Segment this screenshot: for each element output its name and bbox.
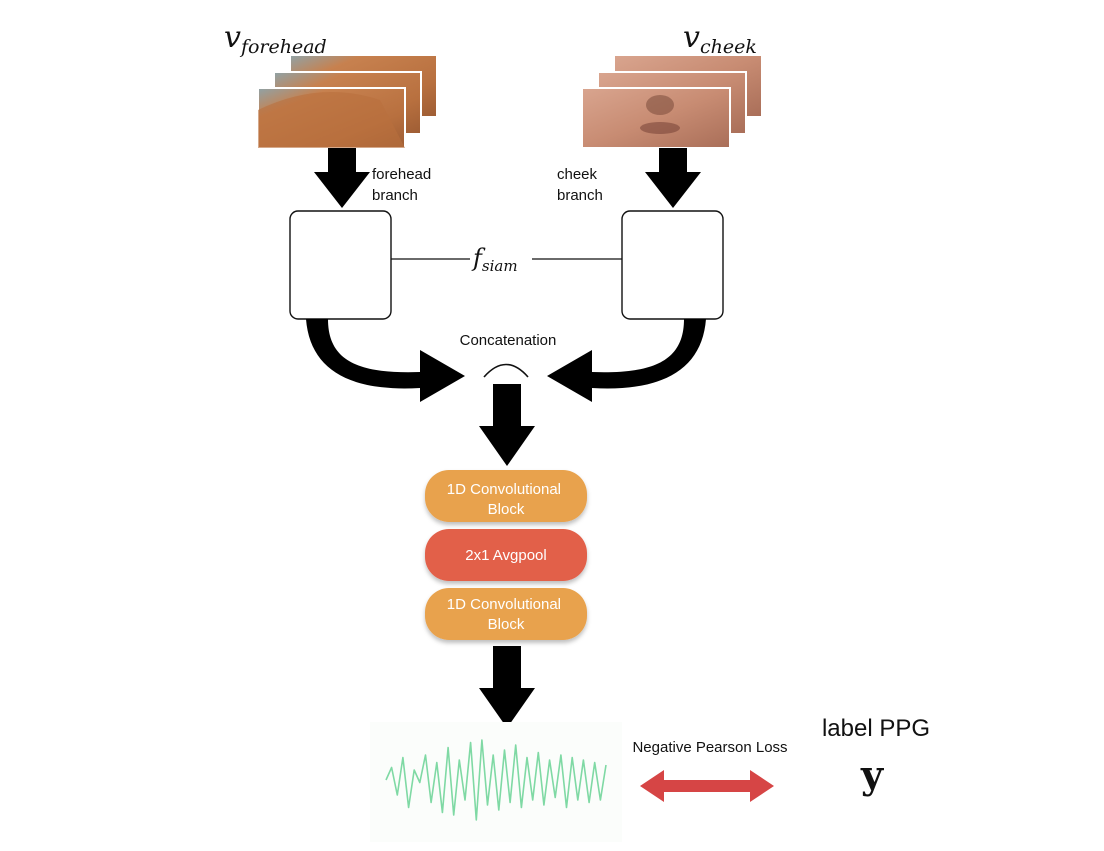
conv-block-1 [425,470,587,522]
concatenation-label: Concatenation [460,332,557,349]
left-curved-arrow [306,319,465,402]
right-curved-arrow [547,319,706,402]
cheek-input-label: vcheek [683,20,757,58]
conv-block-1-shape [425,470,587,522]
conv-block-2 [425,588,587,640]
conv-block-2-label: 1D Convolutional Block [447,596,565,633]
forehead-frames [257,54,438,149]
cheek-frames [581,54,763,149]
forehead-branch-label: forehead branch [372,166,435,204]
predicted-ppg-signal [385,739,607,821]
loss-double-arrow [640,770,774,802]
avgpool-block-shape [425,529,587,581]
forehead-input-label: vforehead [224,20,327,58]
cheek-down-arrow [645,148,701,208]
cheek-branch-box [621,210,724,320]
forehead-down-arrow [314,148,370,208]
conv-block-2-shape [425,588,587,640]
avgpool-block-label: 2x1 Avgpool [465,547,546,564]
cheek-branch-label: cheek branch [557,166,603,204]
loss-label: Negative Pearson Loss [632,739,787,756]
concatenation-symbol [483,363,529,378]
label-ppg-symbol: y [860,752,884,797]
output-down-arrow [479,646,535,728]
label-ppg-title: label PPG [822,715,930,742]
conv-block-1-label: 1D Convolutional Block [447,481,565,518]
avgpool-block [425,529,587,581]
siamese-label: fsiam [471,244,518,275]
forehead-branch-box [289,210,392,320]
concat-down-arrow [479,384,535,466]
